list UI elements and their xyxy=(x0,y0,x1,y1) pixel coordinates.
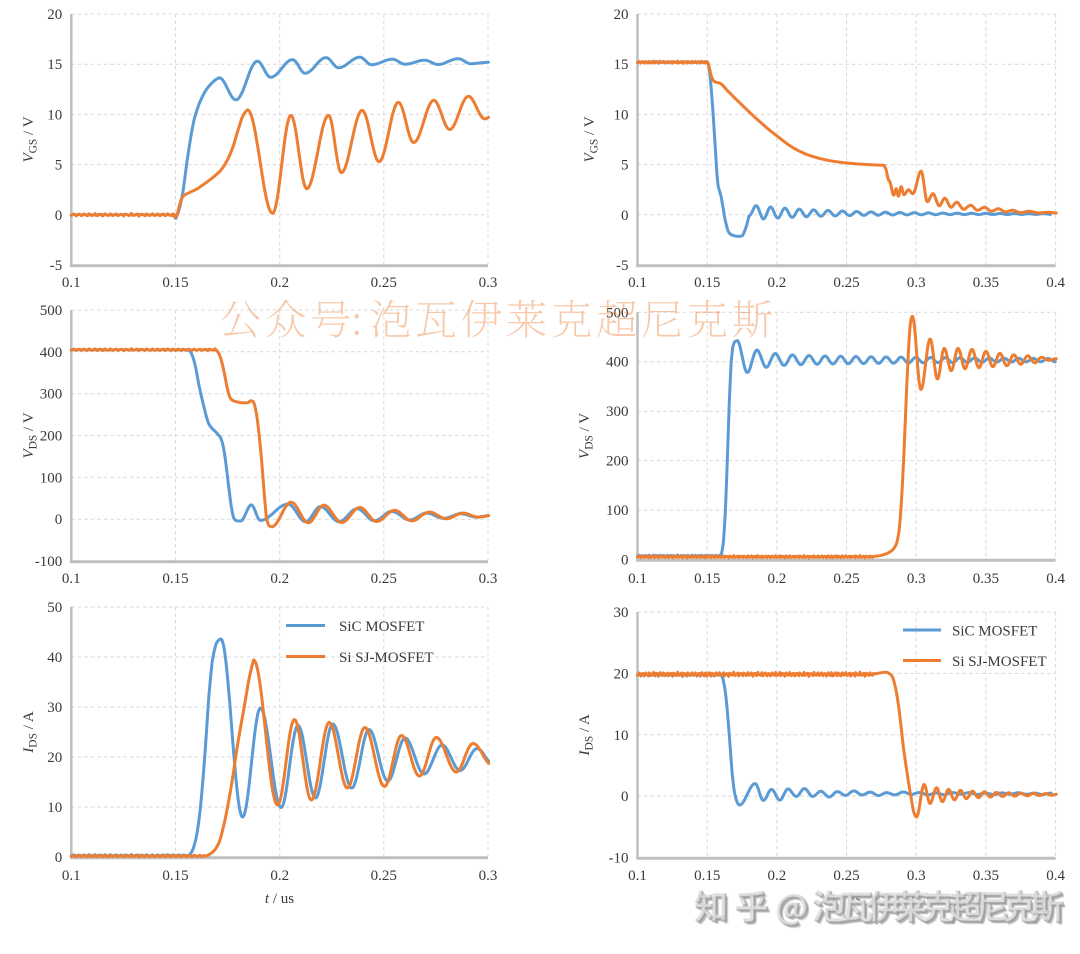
svg-text:5: 5 xyxy=(55,158,63,174)
svg-text:40: 40 xyxy=(47,650,62,666)
svg-text:100: 100 xyxy=(40,470,63,486)
svg-text:0: 0 xyxy=(621,789,629,805)
svg-text:0.3: 0.3 xyxy=(479,275,498,291)
svg-text:VGS / V: VGS / V xyxy=(582,116,601,162)
svg-text:0.2: 0.2 xyxy=(768,571,787,587)
svg-text:0.35: 0.35 xyxy=(973,571,999,587)
svg-text:0.4: 0.4 xyxy=(1046,868,1065,884)
svg-text:50: 50 xyxy=(47,600,62,616)
svg-text:-5: -5 xyxy=(50,258,63,274)
svg-text:200: 200 xyxy=(606,454,629,470)
svg-text:0.3: 0.3 xyxy=(479,868,498,884)
svg-text:0.25: 0.25 xyxy=(371,868,397,884)
svg-text:0.2: 0.2 xyxy=(270,868,289,884)
svg-text:Si SJ-MOSFET: Si SJ-MOSFET xyxy=(339,650,434,666)
svg-text:VDS / V: VDS / V xyxy=(21,412,40,458)
svg-text:15: 15 xyxy=(614,57,629,73)
svg-text:0.1: 0.1 xyxy=(628,868,647,884)
svg-text:500: 500 xyxy=(606,305,629,321)
svg-text:10: 10 xyxy=(614,728,629,744)
svg-text:0: 0 xyxy=(55,850,63,866)
svg-text:0.3: 0.3 xyxy=(479,571,498,587)
svg-text:10: 10 xyxy=(47,107,62,123)
svg-text:IDS / A: IDS / A xyxy=(21,711,40,754)
svg-text:0.25: 0.25 xyxy=(833,571,859,587)
svg-text:0: 0 xyxy=(621,208,629,224)
svg-text:0.25: 0.25 xyxy=(371,571,397,587)
svg-text:0.1: 0.1 xyxy=(62,275,81,291)
svg-text:400: 400 xyxy=(40,345,63,361)
svg-text:t / us: t / us xyxy=(265,891,294,907)
svg-text:0: 0 xyxy=(55,208,63,224)
svg-text:0.2: 0.2 xyxy=(768,275,787,291)
svg-text:0.1: 0.1 xyxy=(62,571,81,587)
svg-text:0.3: 0.3 xyxy=(907,868,926,884)
svg-text:-100: -100 xyxy=(35,554,63,570)
svg-text:0.15: 0.15 xyxy=(162,868,188,884)
svg-text:100: 100 xyxy=(606,503,629,519)
svg-text:0.4: 0.4 xyxy=(1046,275,1065,291)
svg-text:300: 300 xyxy=(606,404,629,420)
svg-text:200: 200 xyxy=(40,429,63,445)
svg-text:0.15: 0.15 xyxy=(162,275,188,291)
svg-text:Si SJ-MOSFET: Si SJ-MOSFET xyxy=(952,654,1047,670)
svg-text:-10: -10 xyxy=(609,851,629,867)
svg-text:0.3: 0.3 xyxy=(907,275,926,291)
svg-text:VGS / V: VGS / V xyxy=(21,116,40,162)
svg-text:0.2: 0.2 xyxy=(270,275,289,291)
svg-text:0.3: 0.3 xyxy=(907,571,926,587)
svg-text:20: 20 xyxy=(47,7,62,23)
svg-text:30: 30 xyxy=(47,700,62,716)
svg-text:20: 20 xyxy=(614,7,629,23)
svg-text:0: 0 xyxy=(621,553,629,569)
svg-text:0.2: 0.2 xyxy=(270,571,289,587)
svg-text:SiC MOSFET: SiC MOSFET xyxy=(339,619,424,635)
svg-text:IDS / A: IDS / A xyxy=(577,714,596,757)
svg-text:300: 300 xyxy=(40,387,63,403)
svg-text:0.4: 0.4 xyxy=(1046,571,1065,587)
svg-text:10: 10 xyxy=(47,800,62,816)
svg-text:30: 30 xyxy=(614,605,629,621)
svg-text:0.1: 0.1 xyxy=(62,868,81,884)
svg-text:20: 20 xyxy=(47,750,62,766)
svg-text:0.25: 0.25 xyxy=(833,275,859,291)
svg-text:0.2: 0.2 xyxy=(768,868,787,884)
svg-text:SiC MOSFET: SiC MOSFET xyxy=(952,623,1037,639)
svg-text:0.25: 0.25 xyxy=(371,275,397,291)
svg-text:0: 0 xyxy=(55,512,63,528)
svg-text:500: 500 xyxy=(40,303,63,319)
svg-text:0.35: 0.35 xyxy=(973,275,999,291)
svg-text:15: 15 xyxy=(47,57,62,73)
svg-text:400: 400 xyxy=(606,355,629,371)
svg-text:0.1: 0.1 xyxy=(628,275,647,291)
svg-text:VDS / V: VDS / V xyxy=(577,413,596,459)
svg-text:0.15: 0.15 xyxy=(694,571,720,587)
svg-text:0.15: 0.15 xyxy=(694,868,720,884)
svg-text:0.25: 0.25 xyxy=(833,868,859,884)
svg-text:0.15: 0.15 xyxy=(694,275,720,291)
svg-text:0.35: 0.35 xyxy=(973,868,999,884)
svg-text:10: 10 xyxy=(614,107,629,123)
svg-text:5: 5 xyxy=(621,158,629,174)
svg-text:-5: -5 xyxy=(616,258,629,274)
svg-text:20: 20 xyxy=(614,666,629,682)
svg-text:0.15: 0.15 xyxy=(162,571,188,587)
svg-text:0.1: 0.1 xyxy=(628,571,647,587)
